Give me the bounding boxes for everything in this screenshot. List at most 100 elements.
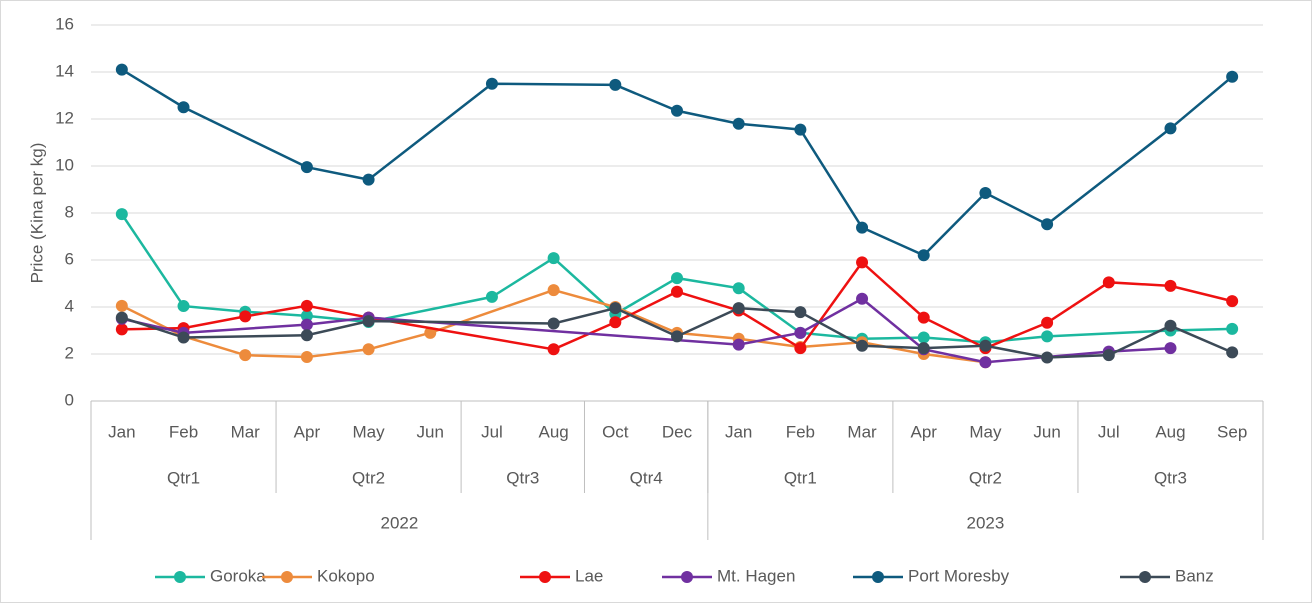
data-point xyxy=(177,300,190,313)
legend-label: Kokopo xyxy=(317,566,375,585)
legend-marker xyxy=(281,571,293,583)
data-point xyxy=(115,323,128,336)
data-point xyxy=(547,284,560,297)
y-tick-label: 14 xyxy=(55,61,74,80)
data-point xyxy=(794,342,807,355)
legend-label: Lae xyxy=(575,566,603,585)
data-point xyxy=(732,302,745,315)
data-point xyxy=(362,173,375,186)
data-point xyxy=(1041,351,1054,364)
x-tick-label: Sep xyxy=(1217,422,1247,441)
data-point xyxy=(1226,295,1239,308)
data-point xyxy=(609,316,622,329)
data-point xyxy=(239,349,252,362)
x-tick-label: Jun xyxy=(417,422,444,441)
data-point xyxy=(300,161,313,174)
group-label: 2023 xyxy=(967,513,1005,532)
data-point xyxy=(485,290,498,303)
data-point xyxy=(671,104,683,117)
data-point xyxy=(1226,322,1239,335)
series-line xyxy=(121,306,1233,359)
x-tick-label: Feb xyxy=(786,422,815,441)
data-point xyxy=(732,117,745,130)
data-point xyxy=(239,310,252,323)
legend-label: Banz xyxy=(1175,566,1214,585)
data-point xyxy=(1041,330,1054,343)
legend-label: Port Moresby xyxy=(908,566,1010,585)
data-point xyxy=(300,299,313,312)
legend-marker xyxy=(1139,571,1151,583)
x-tick-label: Apr xyxy=(911,422,938,441)
data-point xyxy=(979,187,992,200)
legend-marker xyxy=(681,571,693,583)
data-point xyxy=(1164,279,1177,292)
x-tick-label: Jun xyxy=(1033,422,1060,441)
data-point xyxy=(547,343,560,356)
y-tick-label: 12 xyxy=(55,108,74,127)
y-tick-label: 6 xyxy=(65,249,74,268)
group-label: Qtr1 xyxy=(784,468,817,487)
data-point xyxy=(1041,316,1054,329)
x-tick-label: Mar xyxy=(847,422,877,441)
x-tick-label: Jan xyxy=(108,422,135,441)
data-point xyxy=(362,343,375,356)
group-label: Qtr3 xyxy=(506,468,539,487)
data-point xyxy=(856,221,869,234)
data-point xyxy=(979,339,992,352)
group-label: 2022 xyxy=(381,513,419,532)
x-tick-label: Aug xyxy=(539,422,569,441)
data-point xyxy=(1041,218,1054,231)
x-tick-label: May xyxy=(969,422,1002,441)
data-point xyxy=(300,329,313,342)
legend-marker xyxy=(872,571,884,583)
data-point xyxy=(1102,276,1115,289)
data-point xyxy=(671,285,683,298)
y-tick-label: 0 xyxy=(65,390,74,409)
x-tick-label: May xyxy=(353,422,386,441)
data-point xyxy=(856,339,869,352)
x-tick-label: Aug xyxy=(1155,422,1185,441)
x-tick-label: Jan xyxy=(725,422,752,441)
x-tick-label: Oct xyxy=(602,422,629,441)
data-point xyxy=(1164,319,1177,332)
x-tick-label: Jul xyxy=(481,422,503,441)
data-point xyxy=(732,338,745,351)
data-point xyxy=(177,331,190,344)
data-point xyxy=(177,101,190,114)
data-point xyxy=(115,63,128,76)
data-point xyxy=(917,342,930,355)
data-point xyxy=(547,317,560,330)
group-label: Qtr3 xyxy=(1154,468,1187,487)
data-point xyxy=(917,331,930,344)
x-tick-label: Mar xyxy=(231,422,261,441)
data-point xyxy=(671,330,683,343)
x-tick-label: Feb xyxy=(169,422,198,441)
x-tick-label: Jul xyxy=(1098,422,1120,441)
data-point xyxy=(1102,349,1115,362)
data-point xyxy=(1164,122,1177,135)
series-line xyxy=(121,288,986,364)
data-point xyxy=(917,311,930,324)
data-point xyxy=(547,252,560,265)
data-point xyxy=(115,208,128,221)
data-point xyxy=(362,315,375,328)
data-point xyxy=(794,306,807,319)
y-axis-label: Price (Kina per kg) xyxy=(27,143,46,284)
x-tick-label: Dec xyxy=(662,422,693,441)
data-point xyxy=(671,272,683,285)
data-point xyxy=(485,77,498,90)
data-point xyxy=(794,326,807,339)
data-point xyxy=(1164,342,1177,355)
data-point xyxy=(794,123,807,136)
data-point xyxy=(609,78,622,91)
data-point xyxy=(115,299,128,312)
data-point xyxy=(917,249,930,262)
data-point xyxy=(300,318,313,331)
group-label: Qtr1 xyxy=(167,468,200,487)
y-tick-label: 10 xyxy=(55,155,74,174)
data-point xyxy=(300,351,313,364)
group-label: Qtr2 xyxy=(352,468,385,487)
legend-label: Mt. Hagen xyxy=(717,566,795,585)
data-point xyxy=(1226,346,1239,359)
